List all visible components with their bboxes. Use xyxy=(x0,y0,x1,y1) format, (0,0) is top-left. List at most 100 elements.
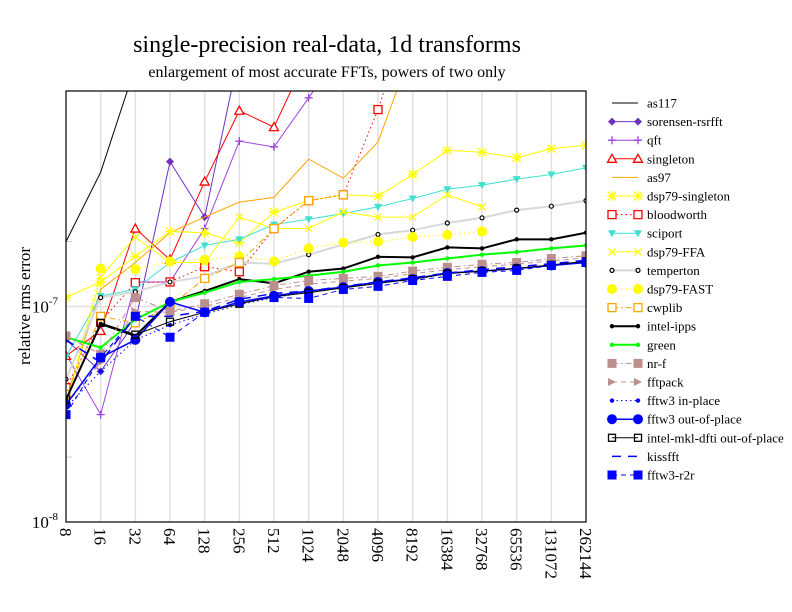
dsp79-singleton-point xyxy=(130,251,141,262)
sciport-point xyxy=(235,236,244,244)
dsp79-fast-point xyxy=(269,256,279,267)
x-tick-label: 2048 xyxy=(333,528,352,562)
legend-label: dsp79-singleton xyxy=(647,189,731,204)
legend-marker xyxy=(634,230,642,238)
intel-mkl-dfti-out-of-place-point xyxy=(66,395,71,404)
dsp79-ffa-point xyxy=(235,213,244,222)
nr-f-point xyxy=(408,266,418,276)
temperton-point xyxy=(375,231,381,238)
intel-ipps-line xyxy=(66,231,586,400)
fftpack-line xyxy=(66,257,586,406)
temperton-point xyxy=(98,294,104,301)
sciport-point xyxy=(478,182,486,190)
legend-label: as97 xyxy=(647,170,671,185)
nr-f-point xyxy=(130,293,140,303)
series-dsp79-singleton xyxy=(66,140,586,303)
series-as97 xyxy=(66,91,398,400)
legend-marker xyxy=(607,284,617,294)
legend-marker xyxy=(608,247,616,256)
legend-marker xyxy=(633,284,643,294)
green-point xyxy=(271,276,277,282)
legend-marker xyxy=(608,136,616,145)
x-tick-label: 16 xyxy=(91,528,110,545)
legend-label: fftw3 in-place xyxy=(647,393,720,408)
legend-marker xyxy=(609,324,615,329)
series-sciport xyxy=(66,164,586,361)
legend-item-sorensen-rsrfft: sorensen-rsrfft xyxy=(608,114,723,129)
sciport-point xyxy=(200,242,209,250)
cwplib-point xyxy=(269,223,279,234)
fftw3-r2r-point xyxy=(304,293,314,303)
series-cwplib xyxy=(66,190,348,400)
legend-label: qft xyxy=(647,133,662,148)
green-line xyxy=(66,244,586,349)
dsp79-fast-point xyxy=(165,256,175,267)
legend-marker xyxy=(633,191,643,201)
x-tick-label: 512 xyxy=(264,528,283,554)
dsp79-singleton-point xyxy=(546,143,557,154)
x-tick-label: 131072 xyxy=(541,528,560,579)
legend-marker xyxy=(608,117,616,126)
green-point xyxy=(549,246,554,251)
legend-marker xyxy=(635,324,641,329)
legend-marker xyxy=(607,433,617,442)
dsp79-fast-point xyxy=(338,237,349,248)
legend-item-dsp79-ffa: dsp79-FFA xyxy=(608,244,706,259)
fftpack-point xyxy=(304,280,313,289)
x-tick-label: 64 xyxy=(160,528,179,546)
fftw3-r2r-point xyxy=(581,258,586,268)
temperton-point xyxy=(548,203,554,209)
intel-ipps-point xyxy=(410,255,415,260)
legend-marker xyxy=(633,358,643,368)
sorensen-rsrfft-line xyxy=(66,91,232,373)
legend-marker xyxy=(634,136,642,145)
legend-item-temperton: temperton xyxy=(609,263,700,278)
legend-marker xyxy=(609,398,615,403)
legend-item-intel-ipps: intel-ipps xyxy=(609,319,696,334)
fftw3-in-place-point xyxy=(98,369,103,374)
fftw3-r2r-point xyxy=(373,281,383,291)
legend-marker xyxy=(633,470,643,480)
series-temperton xyxy=(66,198,586,382)
legend-label: singleton xyxy=(647,151,695,166)
legend-marker xyxy=(635,267,641,273)
dsp79-fast-point xyxy=(95,263,106,274)
dsp79-singleton-point xyxy=(165,226,175,237)
x-tick-label: 32768 xyxy=(472,528,491,571)
sorensen-rsrfft-point xyxy=(166,157,174,166)
x-tick-label: 8 xyxy=(56,528,75,537)
nr-f-point xyxy=(442,262,452,272)
dsp79-ffa-point xyxy=(96,273,105,281)
series-kissfft xyxy=(66,259,586,364)
legend-marker xyxy=(606,152,618,163)
legend-marker xyxy=(635,342,641,347)
cwplib-point xyxy=(234,257,244,268)
legend-marker xyxy=(607,358,617,368)
x-tick-label: 1024 xyxy=(299,528,318,563)
dsp79-ffa-point xyxy=(443,190,452,199)
bloodworth-point xyxy=(66,383,71,393)
series-fftw3-r2r xyxy=(66,258,586,420)
bloodworth-point xyxy=(234,267,244,277)
dsp79-ffa-point xyxy=(339,207,348,216)
legend-item-intel-mkl-dfti-out-of-place: intel-mkl-dfti out-of-place xyxy=(607,430,784,445)
series-dsp79-fast xyxy=(66,226,487,410)
temperton-point xyxy=(410,227,416,233)
legend-item-dsp79-fast: dsp79-FAST xyxy=(607,282,713,297)
nr-f-point xyxy=(338,273,348,283)
sciport-point xyxy=(374,203,382,211)
intel-mkl-dfti-out-of-place-point xyxy=(96,318,105,327)
legend-marker xyxy=(633,209,643,220)
cwplib-point xyxy=(96,311,106,322)
singleton-line xyxy=(66,91,292,357)
intel-ipps-point xyxy=(479,246,485,251)
cwplib-point xyxy=(304,195,314,206)
legend-marker xyxy=(607,302,617,313)
sciport-point xyxy=(443,186,452,194)
dsp79-fast-point xyxy=(407,232,418,243)
legend-item-as117: as117 xyxy=(612,96,677,111)
dsp79-ffa-point xyxy=(304,224,313,233)
x-tick-label: 16384 xyxy=(437,528,456,571)
legend-item-sciport: sciport xyxy=(608,226,683,241)
bloodworth-point xyxy=(130,278,140,288)
